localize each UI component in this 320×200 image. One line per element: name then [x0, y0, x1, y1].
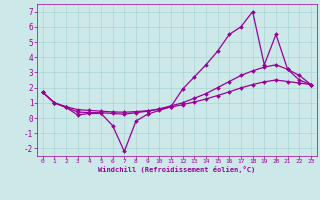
X-axis label: Windchill (Refroidissement éolien,°C): Windchill (Refroidissement éolien,°C): [98, 166, 255, 173]
